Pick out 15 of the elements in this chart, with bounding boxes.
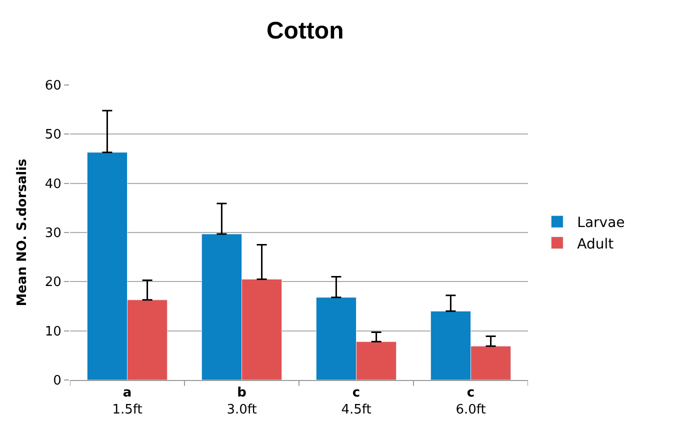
y-tick-label: 0 [53, 374, 62, 389]
x-tick-label: c 6.0ft [456, 386, 486, 418]
y-tick-label: 10 [44, 324, 62, 340]
y-axis-title: Mean NO. S.dorsalis [14, 158, 30, 306]
legend-label: Adult [577, 236, 614, 252]
y-tick-label: 60 [44, 78, 62, 94]
x-tick-label: b 3.0ft [226, 386, 257, 418]
y-tick-label: 30 [44, 226, 62, 242]
legend-label: Larvae [577, 215, 625, 232]
y-tick-label: 50 [44, 128, 62, 143]
x-tick-label: c 4.5ft [341, 386, 372, 418]
chart-title: Cotton [266, 18, 344, 45]
y-tick-label: 40 [44, 176, 62, 192]
x-tick-label: a 1.5ft [112, 386, 142, 418]
y-tick-label: 20 [44, 275, 62, 290]
